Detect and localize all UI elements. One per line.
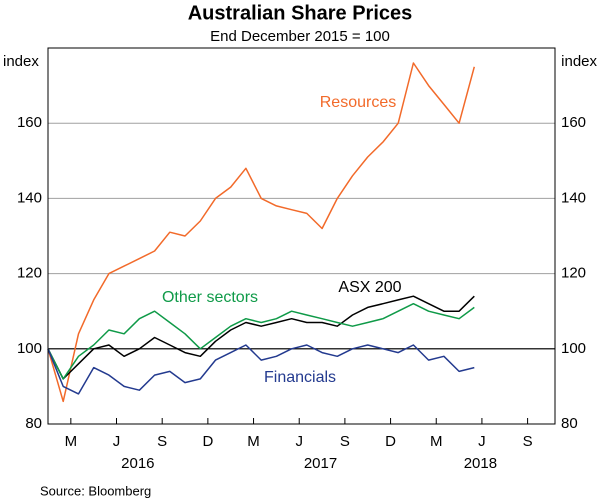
series-line: [47, 295, 475, 380]
x-tick-label: M: [247, 433, 260, 450]
y-tick-label-right: 120: [561, 265, 586, 282]
y-tick-label-right: 160: [561, 114, 586, 131]
y-tick-label-right: 80: [561, 415, 578, 432]
series-line: [47, 344, 475, 395]
x-year-label: 2017: [304, 455, 337, 472]
series-label: Financials: [264, 369, 336, 386]
series-line: [47, 302, 475, 380]
x-year-label: 2018: [464, 455, 497, 472]
x-tick-label: M: [430, 433, 443, 450]
y-axis-label-left: index: [3, 53, 39, 70]
y-tick-label: 80: [25, 415, 42, 432]
series-label: Resources: [320, 94, 396, 111]
x-year-label: 2016: [121, 455, 154, 472]
x-tick-label: S: [523, 433, 533, 450]
y-tick-label: 140: [17, 189, 42, 206]
y-tick-label: 120: [17, 265, 42, 282]
y-tick-label-right: 140: [561, 189, 586, 206]
y-tick-label: 100: [17, 340, 42, 357]
x-tick-label: M: [65, 433, 78, 450]
chart-subtitle: End December 2015 = 100: [210, 28, 390, 45]
x-tick-label: J: [295, 433, 303, 450]
source-note: Source: Bloomberg: [40, 483, 151, 498]
y-tick-label-right: 100: [561, 340, 586, 357]
plot-frame: [47, 47, 556, 425]
series-label: Other sectors: [162, 289, 258, 306]
x-tick-label: S: [340, 433, 350, 450]
x-tick-label: J: [478, 433, 486, 450]
y-axis-label-right: index: [561, 53, 597, 70]
x-tick-label: S: [157, 433, 167, 450]
series-line: [47, 62, 476, 403]
x-tick-label: D: [202, 433, 213, 450]
chart-title: Australian Share Prices: [188, 2, 413, 24]
series-label: ASX 200: [338, 279, 401, 296]
x-tick-label: D: [385, 433, 396, 450]
y-tick-label: 160: [17, 114, 42, 131]
x-tick-label: J: [113, 433, 121, 450]
